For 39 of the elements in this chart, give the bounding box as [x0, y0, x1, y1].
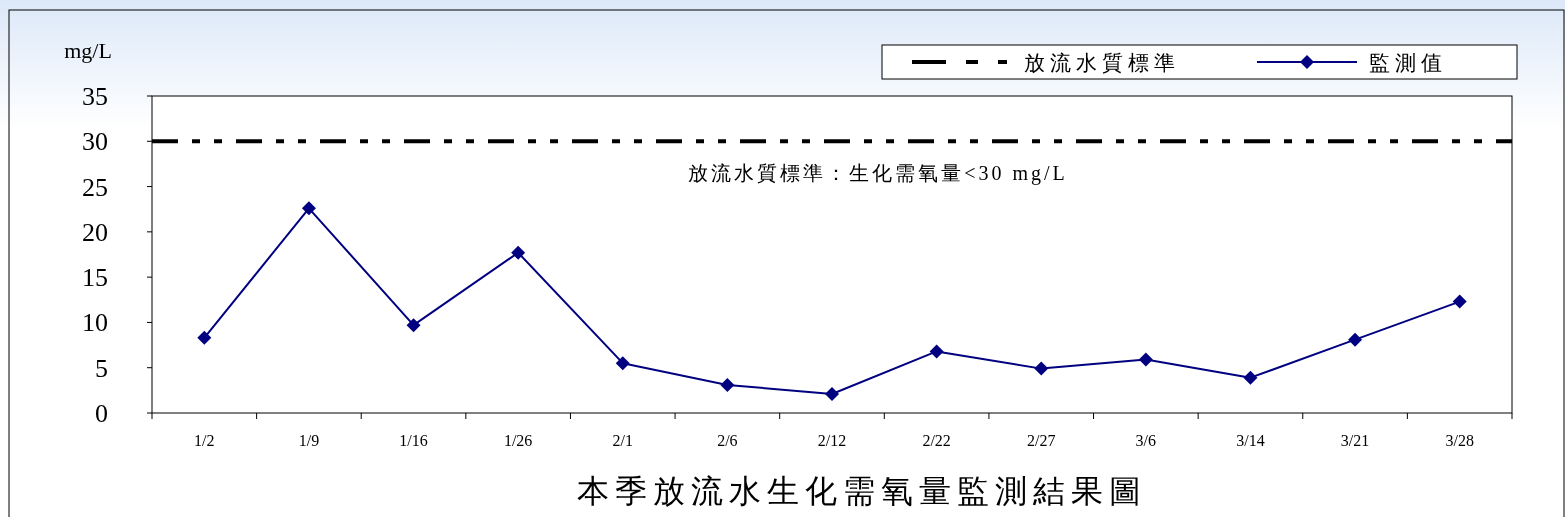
point — [1243, 370, 1258, 385]
x-tick-label: 1/2 — [194, 432, 215, 449]
point — [1452, 294, 1467, 309]
x-tick-label: 3/21 — [1340, 432, 1370, 449]
y-axis-title: mg/L — [64, 38, 112, 63]
x-tick-label: 1/9 — [298, 432, 320, 449]
point — [301, 201, 316, 216]
text: 本季放流水生化需氧量監測結果圖 — [577, 473, 1147, 509]
point — [720, 377, 735, 392]
y-tick-label: 20 — [82, 217, 108, 247]
point — [511, 245, 526, 260]
legend-label: 監測值 — [1369, 51, 1447, 75]
y-tick-label: 15 — [82, 263, 108, 293]
y-tick-label: 5 — [95, 353, 108, 383]
x-tick-label: 1/16 — [399, 432, 428, 449]
point — [1348, 332, 1363, 347]
point — [929, 344, 944, 359]
y-tick-label: 25 — [82, 172, 108, 202]
x-tick-label: 1/26 — [503, 432, 533, 449]
point — [197, 330, 212, 345]
x-tick-label: 2/1 — [612, 432, 633, 449]
y-tick-label: 35 — [82, 82, 108, 111]
point — [825, 386, 839, 401]
x-tick-label: 2/22 — [922, 432, 951, 449]
point — [406, 318, 421, 333]
x-tick-label: 2/6 — [717, 432, 738, 449]
y-tick-label: 0 — [95, 399, 108, 428]
y-tick-label: 30 — [82, 127, 108, 157]
legend-label: 放流水質標準 — [1024, 51, 1180, 75]
x-tick-label: 3/28 — [1445, 432, 1474, 449]
y-tick-label: 10 — [82, 308, 108, 338]
x-tick-label: 2/12 — [817, 432, 847, 449]
point — [1138, 352, 1153, 367]
x-tick-label: 2/27 — [1027, 432, 1056, 449]
point — [615, 356, 630, 371]
point — [1034, 361, 1049, 376]
x-tick-label: 3/14 — [1236, 432, 1265, 449]
x-tick-label: 3/6 — [1135, 432, 1157, 449]
annotation: 放流水質標準：生化需氧量<30 mg/L — [688, 162, 1068, 185]
